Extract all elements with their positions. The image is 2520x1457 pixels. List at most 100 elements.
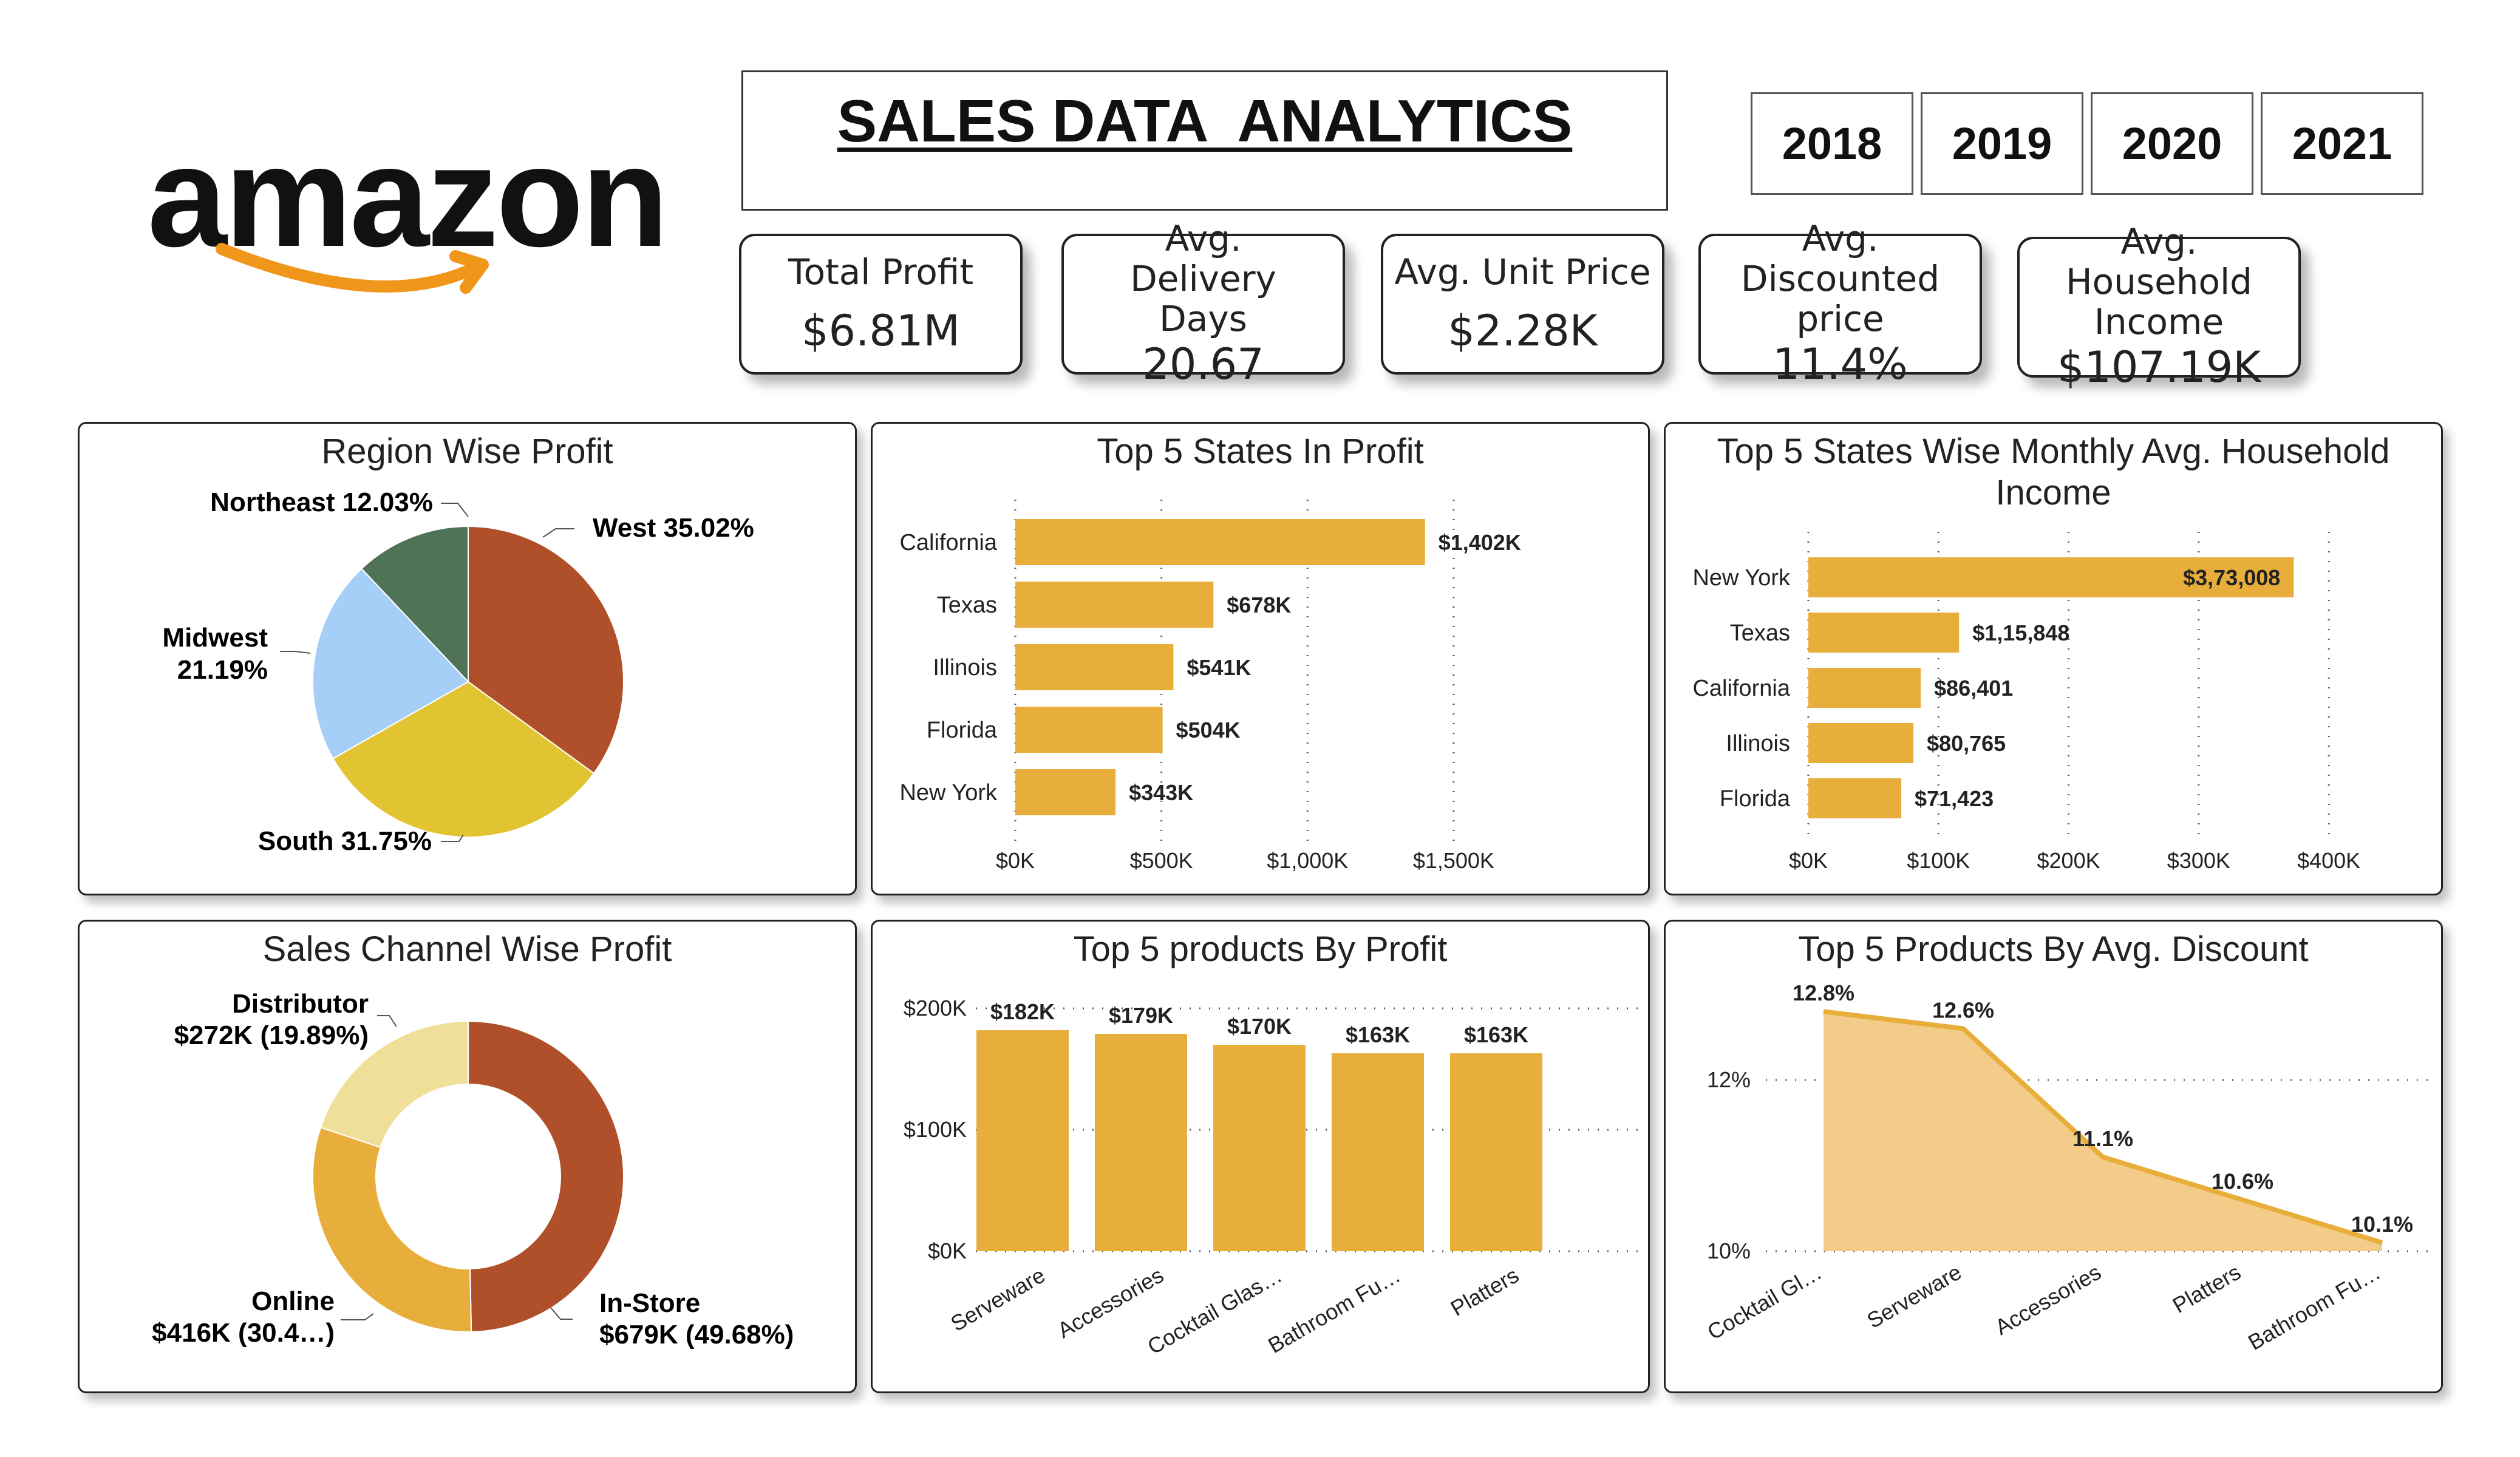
donut-label-instore-name: In-Store: [599, 1288, 700, 1318]
bar[interactable]: [1808, 778, 1902, 818]
data-label: $71,423: [1915, 786, 1994, 811]
data-label: $343K: [1129, 780, 1193, 805]
y-tick-label: $100K: [904, 1117, 967, 1142]
data-label: $1,15,848: [1972, 620, 2069, 645]
panel-region-profit: Region Wise Profit West 35.02% Northeast…: [78, 422, 857, 895]
category-label: Cocktail Glas…: [1143, 1262, 1286, 1359]
bar[interactable]: [1213, 1045, 1306, 1251]
chart-title: Top 5 products By Profit: [1073, 929, 1448, 969]
x-tick-label: $0K: [1789, 848, 1828, 873]
donut-slice-instore[interactable]: [468, 1020, 624, 1333]
y-tick-label: 10%: [1707, 1238, 1751, 1263]
pie-slice-midwest[interactable]: [312, 568, 469, 759]
data-label: $678K: [1227, 593, 1291, 617]
category-label: Florida: [1720, 786, 1791, 812]
data-label: 10.1%: [2351, 1212, 2413, 1237]
category-label: Bathroom Fu…: [1264, 1262, 1405, 1358]
bar[interactable]: [1332, 1053, 1424, 1251]
x-tick-label: $400K: [2297, 848, 2360, 873]
category-label: Illinois: [1726, 731, 1790, 756]
donut-label-instore-value: $679K (49.68%): [599, 1320, 794, 1350]
category-label: Platters: [1446, 1262, 1523, 1321]
bar[interactable]: [976, 1030, 1069, 1251]
household-income-bar-chart: $0K $100K $200K $300K $400K New York $3,73,008…: [1692, 532, 2360, 873]
area-line[interactable]: [1823, 1009, 2383, 1245]
data-label: 11.1%: [2072, 1126, 2133, 1151]
logo-smile-icon: [216, 243, 480, 293]
category-label: Platters: [2168, 1259, 2245, 1318]
pie-slice-west[interactable]: [468, 525, 624, 775]
data-label: $179K: [1109, 1003, 1173, 1028]
bar[interactable]: [1450, 1053, 1542, 1251]
bar[interactable]: [1808, 613, 1960, 653]
category-label: California: [899, 530, 997, 555]
bar[interactable]: [1808, 668, 1921, 708]
kpi-value: $6.81M: [802, 306, 960, 356]
y-tick-label: $200K: [904, 996, 967, 1021]
kpi-label: Total Profit: [788, 251, 974, 293]
category-label: Serveware: [946, 1262, 1049, 1336]
kpi-value: 20.67: [1142, 339, 1264, 389]
kpi-avg-delivery-days: Avg. Delivery Days 20.67: [1061, 219, 1345, 389]
kpi-value: $107.19K: [2057, 342, 2261, 392]
pie-label-south: South 31.75%: [258, 826, 432, 856]
bar[interactable]: [1015, 582, 1214, 628]
category-label: Bathroom Fu…: [2244, 1259, 2385, 1355]
data-label: $541K: [1187, 655, 1251, 680]
panel-sales-channel: Sales Channel Wise Profit Distributor $2…: [78, 920, 857, 1393]
panel-top-products-profit: Top 5 products By Profit $0K $100K $200K $1…: [871, 920, 1650, 1393]
pie-label-midwest-name: Midwest: [162, 623, 268, 653]
pie-label-midwest-value: 21.19%: [177, 655, 268, 685]
data-label: $1,402K: [1439, 530, 1521, 555]
page-title: SALES DATA ANALYTICS: [837, 87, 1573, 154]
bar[interactable]: [1015, 769, 1116, 815]
bar[interactable]: [1808, 723, 1914, 763]
chart-title: Sales Channel Wise Profit: [262, 929, 672, 969]
kpi-label: Avg. Discounted price: [1740, 218, 1940, 339]
data-label: 10.6%: [2212, 1169, 2273, 1194]
pie-label-west: West 35.02%: [593, 513, 754, 543]
donut-label-distributor-value: $272K (19.89%): [174, 1021, 369, 1050]
year-button-2018[interactable]: 2018: [1751, 92, 1913, 195]
chart-title: Top 5 Products By Avg. Discount: [1798, 929, 2309, 969]
title-box: SALES DATA ANALYTICS: [741, 70, 1668, 211]
data-label: $504K: [1176, 718, 1241, 742]
kpi-label: Avg. Household Income: [2066, 221, 2252, 342]
x-tick-label: $1,000K: [1267, 848, 1348, 873]
bar[interactable]: [1095, 1034, 1187, 1251]
bar[interactable]: [1015, 644, 1174, 690]
data-label: $163K: [1346, 1022, 1410, 1047]
donut-label-online-name: Online: [251, 1286, 335, 1316]
kpi-avg-unit-price: Avg. Unit Price $2.28K: [1381, 234, 1664, 375]
category-label: Accessories: [1990, 1259, 2105, 1340]
bar[interactable]: [1015, 707, 1163, 753]
kpi-label: Avg. Delivery Days: [1130, 218, 1276, 339]
y-tick-label: $0K: [928, 1238, 967, 1263]
year-button-2021[interactable]: 2021: [2261, 92, 2423, 195]
data-label: $170K: [1227, 1014, 1292, 1039]
year-button-2020[interactable]: 2020: [2091, 92, 2253, 195]
bar[interactable]: [1015, 519, 1425, 565]
panel-household-income: Top 5 States Wise Monthly Avg. Household…: [1664, 422, 2443, 895]
kpi-value: $2.28K: [1448, 306, 1598, 356]
data-label: $3,73,008: [2183, 565, 2280, 590]
pie-slice-northeast[interactable]: [360, 525, 469, 684]
year-button-2019[interactable]: 2019: [1921, 92, 2083, 195]
chart-title: Top 5 States Wise Monthly Avg. Household…: [1717, 432, 2390, 512]
kpi-total-profit: Total Profit $6.81M: [739, 234, 1023, 375]
donut-slice-online[interactable]: [312, 1126, 472, 1333]
pie-slice-south[interactable]: [332, 681, 595, 838]
kpi-label: Avg. Unit Price: [1394, 251, 1651, 293]
x-tick-label: $500K: [1130, 848, 1193, 873]
amazon-logo: amazon: [143, 115, 677, 310]
channel-donut-chart: Distributor $272K (19.89%) Online $416K …: [152, 989, 794, 1350]
data-label: $182K: [990, 999, 1055, 1024]
area-fill: [1824, 1011, 2382, 1251]
data-label: $86,401: [1934, 676, 2013, 701]
products-profit-bar-chart: $0K $100K $200K $182K Serveware $179K Accessor…: [904, 996, 1638, 1359]
data-label: $163K: [1464, 1022, 1528, 1047]
category-label: Texas: [1730, 620, 1790, 646]
bar[interactable]: [1808, 557, 2294, 597]
donut-slice-distributor[interactable]: [319, 1020, 469, 1149]
x-tick-label: $200K: [2037, 848, 2100, 873]
